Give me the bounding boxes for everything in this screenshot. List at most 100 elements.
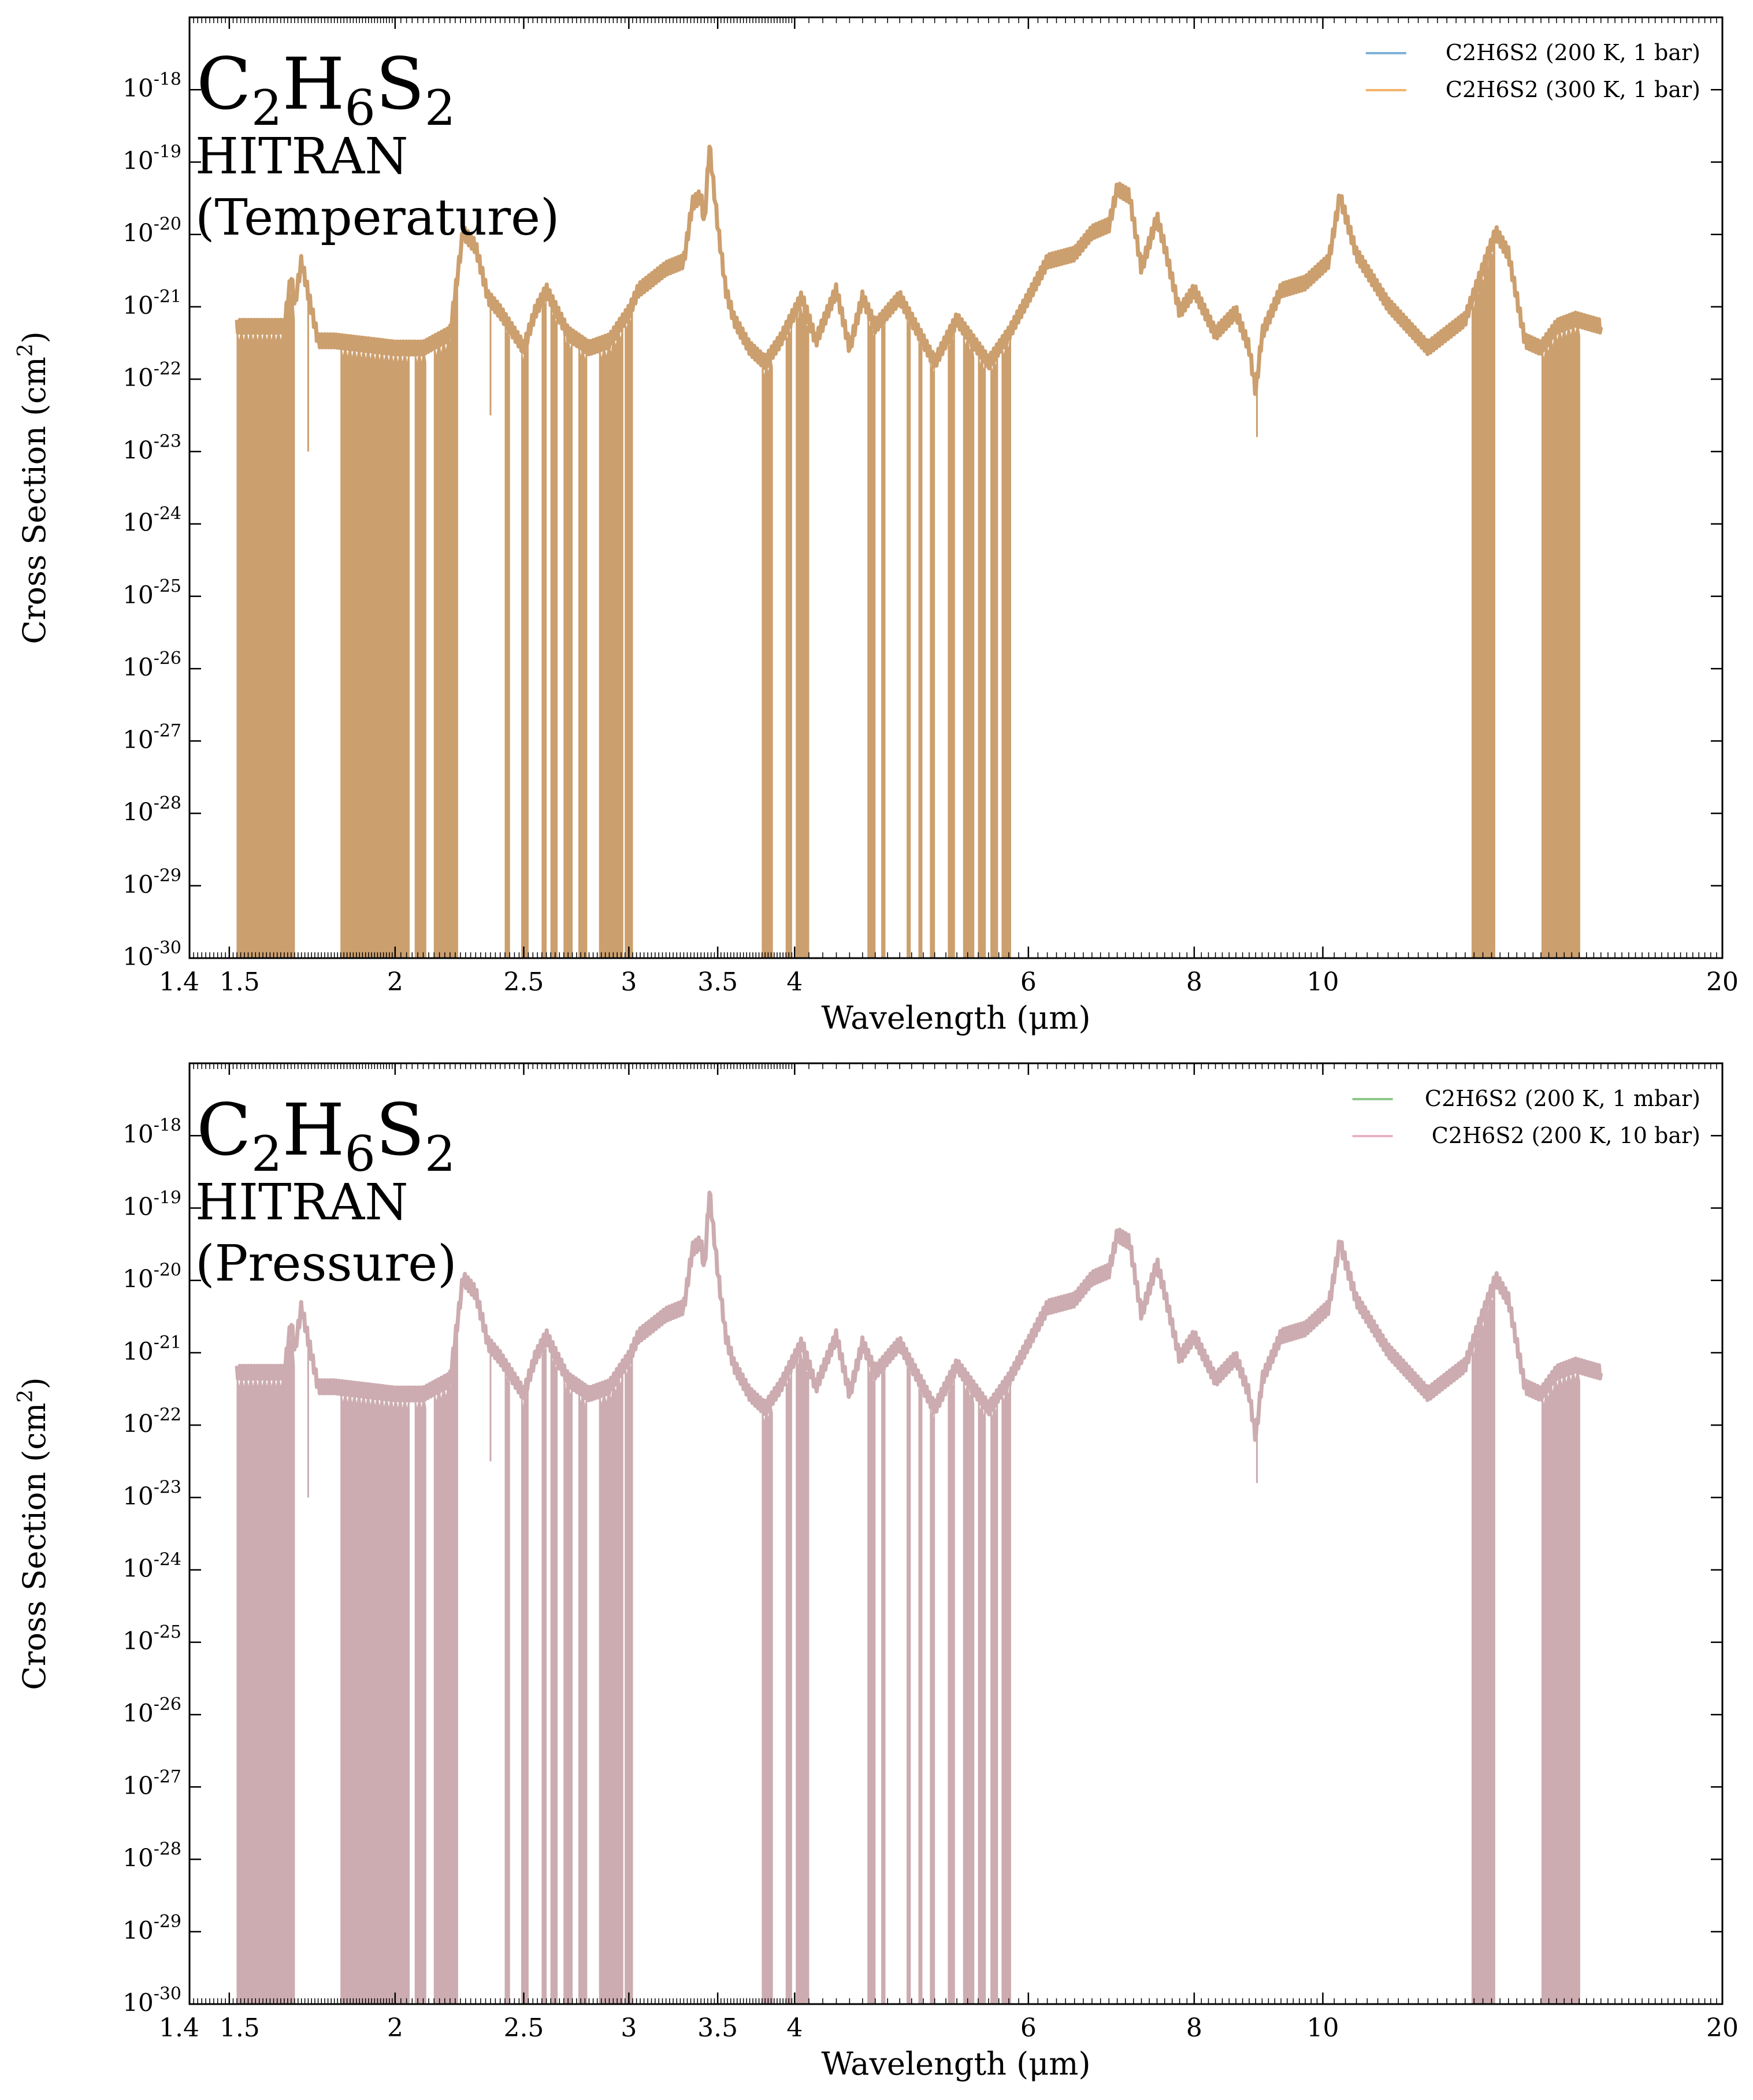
chart2-legend-label-2: C2H6S2 (200 K, 10 bar) — [1432, 1123, 1700, 1148]
chart1-band-2 — [340, 343, 410, 958]
chart1-band-11 — [599, 322, 623, 958]
chart1-ytick-label: 10-18 — [122, 69, 181, 102]
chart1-band-10 — [578, 343, 588, 958]
chart1-band-20 — [930, 356, 935, 958]
chart2-band-14 — [785, 1366, 792, 2004]
chart2-band-7 — [541, 1338, 547, 2004]
chart2-xlabel: Wavelength (μm) — [821, 2046, 1090, 2082]
chart1-ytick-label: 10-20 — [122, 214, 181, 247]
chart2-ytick-label: 10-29 — [122, 1912, 181, 1945]
chart1-ylabel: Cross Section (cm2) — [14, 331, 53, 644]
chart2-band-5 — [504, 1367, 510, 2004]
chart2-band-22 — [963, 1376, 975, 2004]
chart1-band-17 — [881, 317, 886, 958]
chart2-ytick-label: 10-18 — [122, 1115, 181, 1148]
chart2-band-4 — [433, 1320, 458, 2004]
chart1-series-envelope — [235, 144, 1603, 396]
chart1-subtitle: HITRAN — [195, 128, 408, 185]
chart2-ylabel: Cross Section (cm2) — [14, 1377, 53, 1690]
chart2-band-18 — [907, 1359, 911, 2004]
chart1-band-21 — [948, 325, 955, 958]
chart2-band-8 — [550, 1347, 558, 2004]
chart2-xtick-label: 20 — [1706, 2013, 1739, 2043]
chart1-band-12 — [625, 305, 633, 958]
chart2-xtick-label: 3.5 — [697, 2013, 738, 2043]
chart1-ytick-label: 10-26 — [122, 648, 181, 681]
chart1-band-1 — [236, 287, 295, 958]
chart1-xtick-label: 20 — [1706, 967, 1739, 997]
chart1-band-27 — [1541, 322, 1580, 958]
chart2-band-21 — [948, 1371, 955, 2004]
chart1-xtick-label: 3 — [621, 967, 637, 997]
chart2-ytick-label: 10-30 — [122, 1984, 181, 2017]
chart1-axes-frame — [188, 16, 1724, 959]
chart2-xtick-label: 8 — [1186, 2013, 1202, 2043]
chart1-xtick-label: 2.5 — [503, 967, 544, 997]
chart2-ytick-label: 10-24 — [122, 1550, 181, 1583]
chart2-band-27 — [1541, 1368, 1580, 2004]
chart2-band-20 — [930, 1402, 935, 2004]
chart1-band-16 — [867, 311, 876, 958]
chart2-ytick-label: 10-22 — [122, 1405, 181, 1438]
chart1-xtick-label: 4 — [786, 967, 803, 997]
chart2-panel: 10-18 10-19 10-20 10-21 10-22 10-23 10-24 10-25… — [14, 1062, 1739, 2082]
chart1-ytick-label: 10-30 — [122, 938, 181, 971]
chart1-subtitle2: (Temperature) — [195, 189, 560, 247]
chart2-ytick-label: 10-26 — [122, 1694, 181, 1727]
chart2-xtick-label: 3 — [621, 2013, 637, 2043]
chart1-formula-title: C2H6S2 — [196, 43, 455, 136]
chart2-band-25 — [1001, 1378, 1011, 2004]
chart1-band-24 — [990, 351, 998, 958]
chart2-xtick-label: 1.4 — [159, 2013, 199, 2043]
chart1-xtick-label: 10 — [1306, 967, 1339, 997]
chart2-band-16 — [867, 1357, 876, 2004]
chart2-xtick-label: 10 — [1306, 2013, 1339, 2043]
chart2-band-24 — [990, 1397, 998, 2004]
chart1-legend-label-2: C2H6S2 (300 K, 1 bar) — [1446, 77, 1700, 102]
chart1-ytick-label: 10-23 — [122, 431, 181, 464]
chart1-xtick-label: 8 — [1186, 967, 1202, 997]
chart1-band-5 — [504, 321, 510, 958]
chart2-band-13 — [762, 1403, 773, 2004]
chart1-band-14 — [785, 320, 792, 958]
chart2-xtick-label: 2 — [387, 2013, 403, 2043]
chart1-xtick-minor — [189, 17, 1723, 958]
chart1-ytick-label: 10-27 — [122, 721, 181, 754]
chart1-xtick-label: 1.5 — [220, 967, 260, 997]
chart1-panel: 10-18 10-19 10-20 10-21 10-22 10-23 10-24 10-25… — [14, 16, 1739, 1036]
chart1-ytick-label: 10-22 — [122, 359, 181, 392]
chart1-ytick-label: 10-21 — [122, 287, 181, 320]
chart1-xtick-label: 2 — [387, 967, 403, 997]
chart1-band-15 — [796, 302, 809, 958]
chart2-band-15 — [796, 1348, 809, 2004]
chart2-ytick-label: 10-21 — [122, 1333, 181, 1366]
chart1-band-6 — [521, 335, 529, 958]
chart2-band-19 — [918, 1380, 923, 2004]
chart2-band-6 — [521, 1381, 529, 2004]
chart1-xtick-label: 1.4 — [159, 967, 199, 997]
chart2-subtitle2: (Pressure) — [195, 1235, 457, 1293]
chart1-data — [235, 144, 1603, 958]
chart2-band-23 — [978, 1396, 986, 2004]
chart2-xtick-label: 1.5 — [220, 2013, 260, 2043]
chart2-band-11 — [599, 1368, 623, 2004]
chart2-band-2 — [340, 1389, 410, 2004]
chart2-series-envelope — [235, 1190, 1603, 1442]
chart2-band-26 — [1471, 1282, 1495, 2004]
chart2-band-9 — [563, 1373, 573, 2004]
chart1-band-9 — [563, 327, 573, 958]
chart2-xtick-label: 2.5 — [503, 2013, 544, 2043]
chart1-ytick-label: 10-29 — [122, 866, 181, 899]
chart1-band-25 — [1001, 332, 1011, 958]
chart1-band-18 — [907, 313, 911, 958]
chart2-ytick-label: 10-27 — [122, 1767, 181, 1800]
chart2-band-12 — [625, 1351, 633, 2004]
chart1-band-22 — [963, 330, 975, 958]
chart1-band-4 — [433, 274, 458, 958]
chart2-band-3 — [414, 1396, 426, 2004]
chart1-band-13 — [762, 357, 773, 958]
chart2-band-17 — [881, 1363, 886, 2004]
chart2-xtick-label: 6 — [1020, 2013, 1037, 2043]
chart2-subtitle: HITRAN — [195, 1174, 408, 1231]
